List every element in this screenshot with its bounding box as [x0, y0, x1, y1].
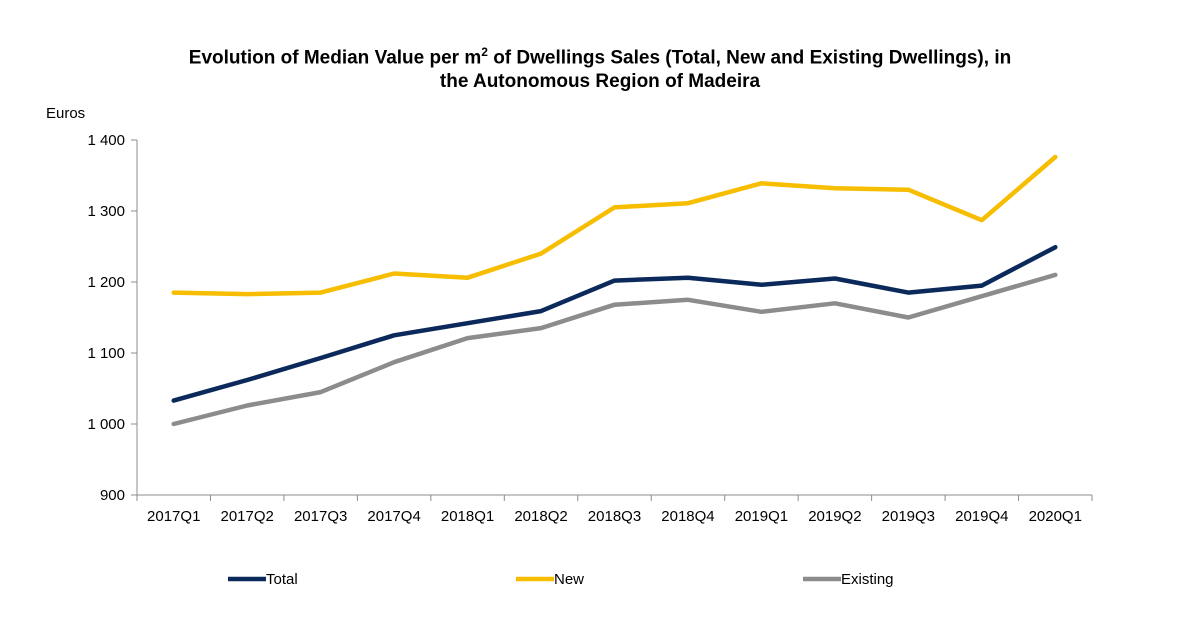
y-axis-unit-label: Euros — [46, 105, 85, 122]
x-tick-label: 2017Q3 — [294, 508, 347, 525]
legend-label-total: Total — [266, 571, 298, 588]
legend-label-existing: Existing — [841, 571, 894, 588]
x-axis: 2017Q1 2017Q2 2017Q3 2017Q4 2018Q1 2018Q2 2018… — [136, 494, 1093, 525]
y-tick-label: 1 200 — [87, 274, 125, 291]
x-tick-label: 2018Q4 — [661, 508, 714, 525]
x-tick-label: 2017Q2 — [220, 508, 273, 525]
series-line-new — [171, 154, 1058, 297]
x-tick-label: 2017Q1 — [147, 508, 200, 525]
chart-title-line-1: Evolution of Median Value per m2 of Dwel… — [188, 45, 1012, 69]
legend: Total New Existing — [228, 571, 894, 588]
x-tick-label: 2018Q1 — [441, 508, 494, 525]
x-tick-label: 2018Q3 — [588, 508, 641, 525]
x-tick-label: 2019Q3 — [882, 508, 935, 525]
y-tick-label: 1 100 — [87, 345, 125, 362]
x-tick-label: 2019Q4 — [955, 508, 1008, 525]
x-tick-label: 2018Q2 — [514, 508, 567, 525]
x-tick-label: 2020Q1 — [1029, 508, 1082, 525]
legend-label-new: New — [554, 571, 584, 588]
chart-title-line-2: the Autonomous Region of Madeira — [439, 71, 761, 93]
series-lines — [171, 154, 1058, 427]
y-tick-label: 1 400 — [87, 132, 125, 149]
y-tick-label: 1 300 — [87, 203, 125, 220]
y-axis: 900 1 000 1 100 1 200 1 300 1 400 — [87, 132, 138, 504]
series-line-total — [171, 244, 1058, 403]
x-tick-label: 2019Q2 — [808, 508, 861, 525]
x-tick-label: 2019Q1 — [735, 508, 788, 525]
chart-title: Evolution of Median Value per m2 of Dwel… — [0, 40, 1200, 94]
x-tick-label: 2017Q4 — [367, 508, 420, 525]
y-tick-label: 1 000 — [87, 416, 125, 433]
series-line-existing — [171, 272, 1058, 427]
y-tick-label: 900 — [100, 487, 125, 504]
